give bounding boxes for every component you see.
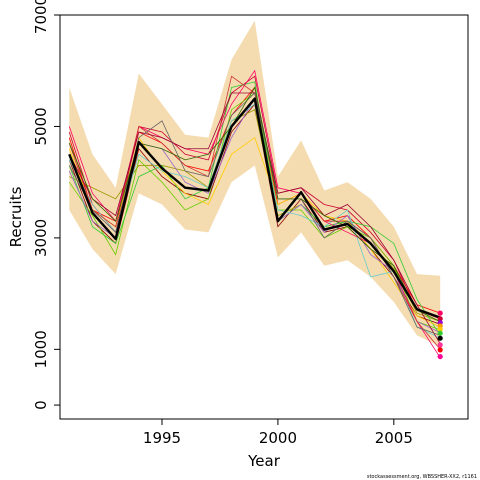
end-point-marker — [437, 316, 443, 322]
x-tick-label: 2000 — [259, 429, 297, 447]
series-line — [68, 75, 441, 320]
y-axis: 0 1000 3000 5000 7000 — [32, 0, 60, 410]
main-estimate — [68, 97, 441, 319]
band-area — [69, 20, 441, 347]
plot-frame — [59, 14, 469, 420]
confidence-band — [69, 20, 441, 347]
end-point-marker — [437, 310, 443, 316]
end-point-marker — [437, 342, 443, 348]
x-axis-title: Year — [247, 452, 281, 470]
x-tick-label: 2005 — [375, 429, 413, 447]
y-tick-label: 5000 — [32, 107, 50, 145]
end-point-marker — [437, 335, 443, 341]
end-point-marker — [437, 347, 443, 353]
x-tick-label: 1995 — [143, 429, 181, 447]
end-point-marker — [437, 353, 443, 360]
series-line — [68, 81, 441, 336]
main-series-line — [68, 97, 441, 319]
end-points — [437, 310, 443, 360]
y-tick-label: 1000 — [32, 330, 50, 368]
x-axis: 1995 2000 2005 — [143, 419, 413, 447]
y-tick-label: 3000 — [32, 219, 50, 257]
y-axis-title: Recruits — [7, 186, 25, 247]
footnote: stockassessment.org, WBSSHER-XX2, r1161 — [367, 474, 477, 480]
end-point-marker — [437, 330, 443, 336]
y-tick-label: 7000 — [32, 0, 50, 34]
end-point-marker — [437, 326, 443, 332]
y-tick-label: 0 — [32, 400, 50, 410]
